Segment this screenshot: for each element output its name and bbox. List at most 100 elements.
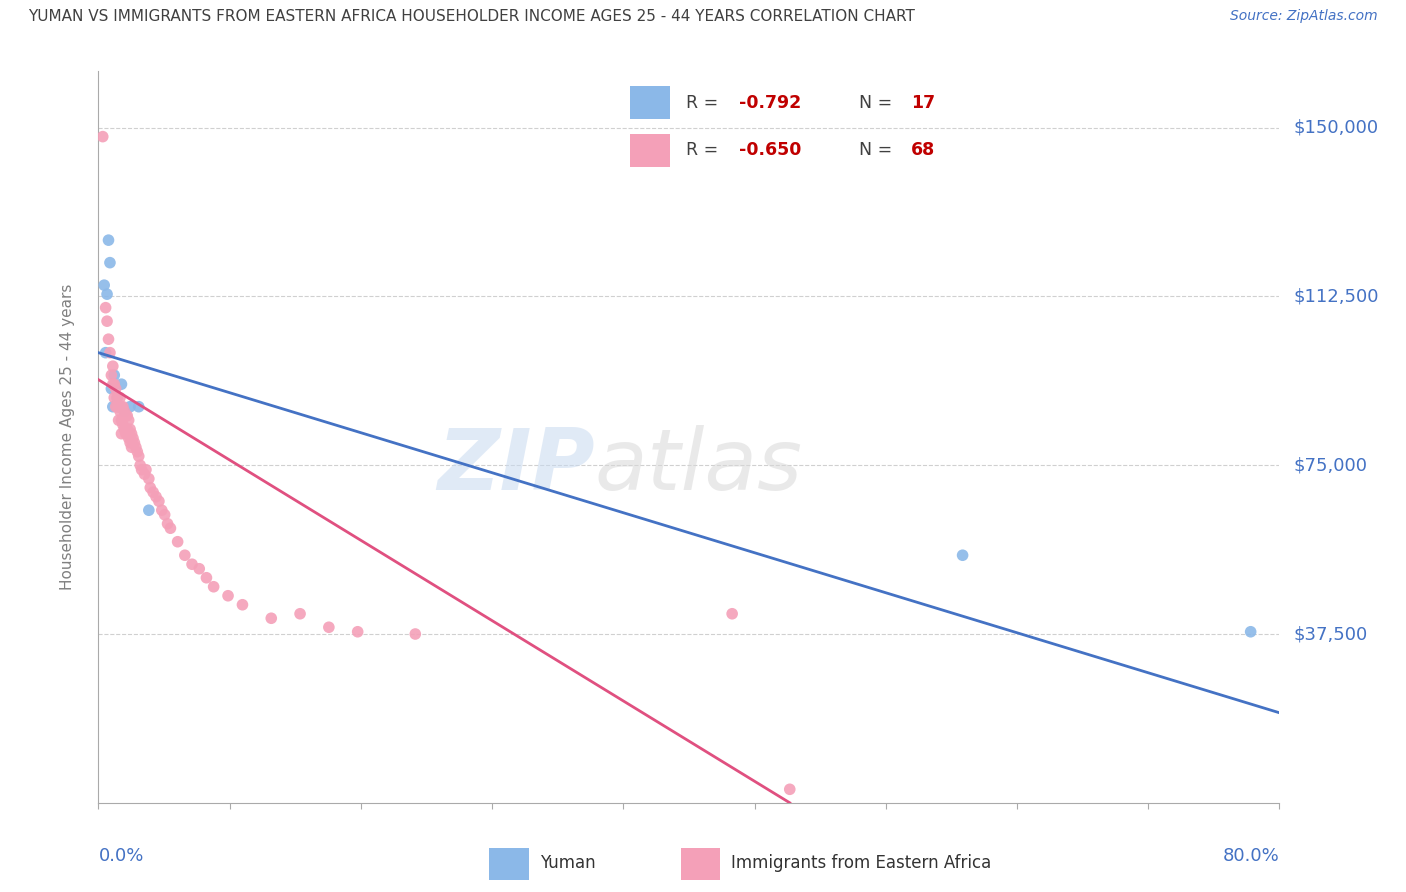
Point [156, 516, 179, 531]
Text: ZIP: ZIP [437, 425, 595, 508]
Point [111, 417, 134, 432]
Point [288, 607, 311, 621]
Text: 0.0%: 0.0% [98, 847, 143, 864]
Point [120, 435, 142, 450]
Point [100, 382, 122, 396]
Point [94, 301, 117, 315]
Point [110, 377, 132, 392]
Point [118, 413, 141, 427]
Point [107, 400, 129, 414]
Point [173, 548, 195, 562]
Point [120, 400, 142, 414]
Point [139, 481, 162, 495]
Text: $150,000: $150,000 [1294, 119, 1378, 136]
Point [110, 400, 132, 414]
Point [202, 580, 225, 594]
Text: Immigrants from Eastern Africa: Immigrants from Eastern Africa [731, 854, 991, 872]
Point [134, 467, 156, 482]
Point [103, 368, 125, 383]
Point [159, 521, 181, 535]
Point [142, 485, 165, 500]
Point [128, 449, 150, 463]
Point [100, 368, 122, 383]
Text: Yuman: Yuman [540, 854, 596, 872]
Point [1240, 624, 1263, 639]
Point [118, 431, 141, 445]
Point [150, 503, 173, 517]
Text: atlas: atlas [595, 425, 803, 508]
Point [166, 534, 188, 549]
Point [121, 440, 143, 454]
Point [101, 400, 124, 414]
Point [110, 413, 132, 427]
Point [138, 472, 160, 486]
Point [138, 503, 160, 517]
Point [779, 782, 801, 797]
Text: YUMAN VS IMMIGRANTS FROM EASTERN AFRICA HOUSEHOLDER INCOME AGES 25 - 44 YEARS CO: YUMAN VS IMMIGRANTS FROM EASTERN AFRICA … [28, 9, 915, 24]
Point [217, 589, 239, 603]
Point [107, 413, 129, 427]
Point [105, 391, 128, 405]
Point [110, 426, 132, 441]
Point [101, 377, 124, 392]
Point [112, 404, 135, 418]
Point [105, 391, 128, 405]
Point [115, 422, 138, 436]
Point [131, 463, 153, 477]
Point [104, 400, 127, 414]
Point [93, 278, 115, 293]
Point [148, 494, 170, 508]
Point [195, 571, 218, 585]
Point [101, 359, 124, 374]
Point [127, 444, 149, 458]
Text: Source: ZipAtlas.com: Source: ZipAtlas.com [1230, 9, 1378, 23]
Point [115, 409, 138, 423]
Point [145, 490, 167, 504]
Point [260, 611, 283, 625]
Point [103, 377, 125, 392]
Point [952, 548, 974, 562]
Point [103, 391, 125, 405]
Point [153, 508, 176, 522]
Point [107, 400, 129, 414]
Text: 80.0%: 80.0% [1223, 847, 1279, 864]
Point [125, 440, 148, 454]
Point [97, 233, 120, 247]
Bar [489, 848, 529, 880]
Point [129, 458, 152, 473]
Point [721, 607, 744, 621]
Point [120, 422, 142, 436]
Text: $112,500: $112,500 [1294, 287, 1379, 305]
Point [231, 598, 253, 612]
Point [135, 463, 157, 477]
Bar [681, 848, 720, 880]
Point [108, 404, 131, 418]
Point [105, 400, 128, 414]
Point [91, 129, 114, 144]
Point [97, 332, 120, 346]
Point [98, 345, 121, 359]
Point [98, 255, 121, 269]
Point [96, 314, 118, 328]
Point [121, 426, 143, 441]
Point [128, 400, 150, 414]
Text: $75,000: $75,000 [1294, 456, 1368, 475]
Point [318, 620, 340, 634]
Point [114, 426, 136, 441]
Point [104, 382, 127, 396]
Point [112, 404, 135, 418]
Point [188, 562, 211, 576]
Point [111, 400, 134, 414]
Point [124, 435, 146, 450]
Point [404, 627, 426, 641]
Point [96, 287, 118, 301]
Point [122, 431, 145, 445]
Point [346, 624, 368, 639]
Point [94, 345, 117, 359]
Point [108, 391, 131, 405]
Y-axis label: Householder Income Ages 25 - 44 years: Householder Income Ages 25 - 44 years [60, 284, 75, 591]
Point [181, 558, 204, 572]
Text: $37,500: $37,500 [1294, 625, 1368, 643]
Point [112, 422, 135, 436]
Point [114, 409, 136, 423]
